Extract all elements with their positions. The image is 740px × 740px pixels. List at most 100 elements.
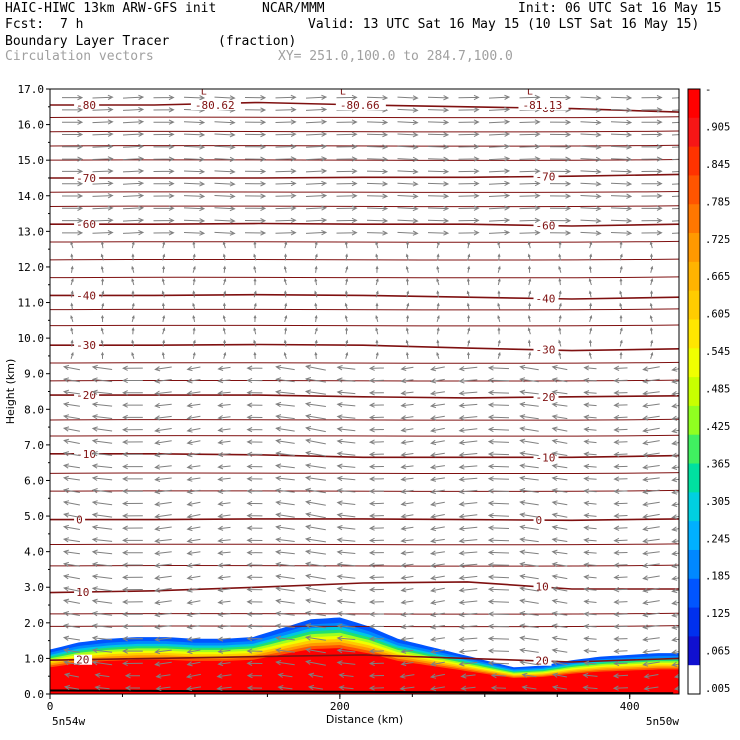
wind-vector	[642, 513, 660, 520]
min-annotation-2: -81.13	[522, 99, 562, 112]
wind-vector	[336, 512, 356, 518]
wind-vector	[192, 277, 196, 286]
wind-vector	[217, 488, 231, 494]
wind-vector	[283, 290, 287, 298]
wind-vector	[314, 265, 318, 273]
wind-vector	[613, 439, 628, 445]
wind-vector	[521, 685, 537, 691]
wind-vector	[100, 339, 104, 347]
wind-vector	[405, 277, 409, 286]
wind-vector	[583, 426, 597, 433]
wind-vector	[642, 550, 660, 556]
wind-vector	[613, 525, 628, 531]
wind-vector	[275, 574, 295, 580]
wind-vector	[487, 476, 510, 482]
wind-vector	[122, 230, 145, 236]
wind-vector	[153, 205, 175, 211]
wind-vector	[154, 624, 172, 630]
wind-vector	[131, 302, 135, 310]
wind-vector	[527, 265, 531, 273]
wind-vector	[681, 353, 683, 359]
wind-vector	[275, 193, 297, 199]
wind-vector	[551, 463, 568, 469]
wind-vector	[641, 156, 663, 162]
wind-vector	[488, 230, 511, 236]
wind-vector	[458, 624, 478, 630]
wind-vector	[246, 427, 263, 433]
wind-vector	[551, 426, 568, 432]
wind-vector	[619, 253, 623, 261]
wind-vector	[487, 623, 510, 629]
x-end-label-right: 5n50w	[646, 715, 679, 728]
wind-vector	[671, 563, 679, 569]
wind-vector	[429, 636, 445, 642]
isotherm-label-bg	[74, 448, 100, 459]
wind-vector	[304, 487, 326, 494]
wind-vector	[305, 450, 326, 457]
wind-vector	[122, 599, 143, 605]
wind-vector	[400, 513, 414, 519]
wind-vector	[430, 575, 445, 581]
wind-vector	[671, 477, 679, 483]
wind-vector	[400, 378, 414, 384]
wind-vector	[336, 389, 356, 396]
wind-vector	[275, 475, 295, 481]
wind-vector	[344, 241, 348, 249]
isotherm-label-4-0: -30	[76, 339, 96, 352]
wind-vector	[62, 389, 80, 395]
wind-vector	[671, 501, 679, 508]
wind-vector	[154, 513, 172, 519]
wind-vector	[549, 193, 572, 199]
wind-vector	[551, 623, 568, 629]
wind-vector	[70, 327, 74, 335]
wind-vector	[558, 302, 562, 310]
wind-vector	[154, 366, 172, 372]
wind-vector	[519, 475, 539, 481]
wind-vector	[131, 278, 135, 286]
y-tick-label: 5.0	[24, 510, 44, 523]
wind-vector	[162, 253, 166, 261]
wind-vector	[583, 377, 597, 383]
wind-vector	[487, 451, 510, 457]
wind-vector	[673, 685, 679, 691]
wind-vector	[275, 611, 295, 617]
wind-vector	[458, 538, 478, 544]
wind-vector	[183, 181, 206, 187]
wind-vector	[253, 351, 257, 359]
wind-vector	[275, 524, 295, 531]
wind-vector	[519, 623, 539, 629]
wind-vector	[619, 290, 623, 298]
wind-vector	[519, 610, 539, 617]
wind-vector	[642, 464, 660, 470]
wind-vector	[92, 119, 114, 125]
wind-vector	[619, 339, 623, 347]
wind-vector	[400, 427, 414, 433]
wind-vector	[244, 230, 267, 236]
wind-vector	[551, 475, 568, 482]
wind-vector	[458, 587, 478, 593]
wind-vector	[551, 365, 568, 371]
wind-vector	[122, 550, 143, 556]
wind-vector	[551, 648, 568, 654]
wind-vector	[580, 193, 602, 199]
wind-vector	[192, 265, 196, 273]
wind-vector	[244, 144, 267, 150]
wind-vector	[217, 661, 231, 667]
wind-vector	[368, 513, 384, 519]
wind-vector	[275, 500, 295, 506]
wind-vector	[400, 439, 414, 445]
wind-vector	[436, 265, 440, 273]
wind-vector	[368, 464, 384, 470]
wind-vector	[527, 253, 531, 261]
wind-vector	[671, 134, 679, 136]
wind-vector	[589, 253, 593, 261]
wind-vector	[246, 599, 263, 605]
wind-vector	[588, 339, 592, 347]
isotherm-label-3-0: -40	[76, 289, 96, 302]
wind-vector	[671, 526, 679, 532]
wind-vector	[583, 451, 597, 457]
wind-vector	[583, 476, 597, 482]
isotherm-5	[50, 394, 679, 399]
wind-vector	[613, 476, 628, 482]
wind-vector	[436, 339, 440, 347]
